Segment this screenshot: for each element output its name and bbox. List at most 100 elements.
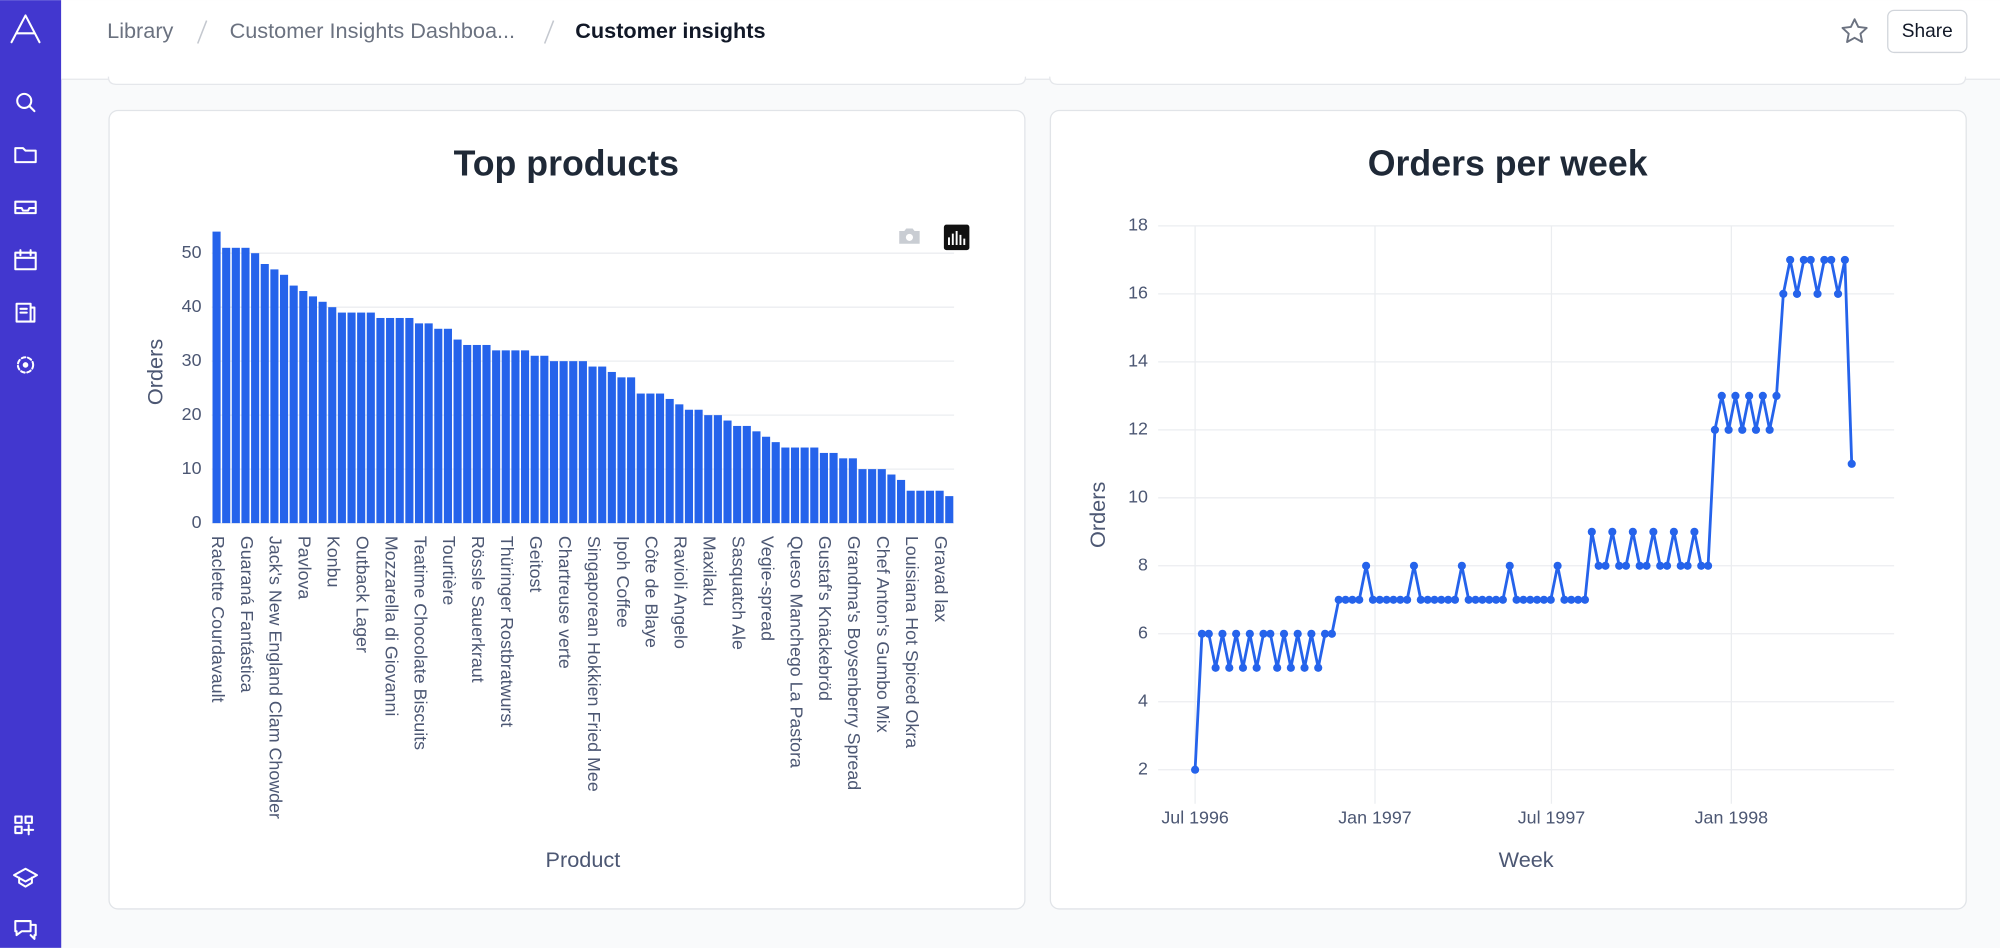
bar bbox=[376, 317, 385, 524]
bar bbox=[858, 469, 867, 524]
logo[interactable] bbox=[10, 14, 41, 44]
bar bbox=[588, 366, 597, 524]
y-tick-label: 4 bbox=[1138, 690, 1148, 710]
data-point bbox=[1820, 255, 1829, 264]
data-point bbox=[1533, 595, 1542, 604]
bar bbox=[819, 452, 828, 524]
data-point bbox=[1786, 255, 1795, 264]
bar bbox=[530, 355, 539, 524]
docs-icon[interactable] bbox=[15, 302, 36, 323]
bar bbox=[308, 296, 318, 524]
apps-icon[interactable] bbox=[14, 815, 35, 836]
bar bbox=[347, 312, 356, 524]
x-tick-label: Raclette Courdavault bbox=[208, 536, 228, 703]
bar bbox=[299, 290, 308, 524]
x-tick-label: Geitost bbox=[526, 536, 546, 593]
sidebar bbox=[0, 0, 62, 948]
chat-icon[interactable] bbox=[14, 920, 37, 940]
data-point bbox=[1225, 663, 1234, 672]
bar bbox=[868, 469, 877, 524]
y-tick-label: 10 bbox=[1128, 487, 1148, 507]
settings-icon[interactable] bbox=[16, 356, 35, 374]
data-point bbox=[1731, 391, 1740, 400]
bar bbox=[916, 490, 925, 524]
plot-logo-bars bbox=[948, 231, 966, 246]
data-point bbox=[1286, 663, 1295, 672]
data-point bbox=[1724, 425, 1733, 434]
bar bbox=[434, 328, 443, 524]
x-tick-label: Ravioli Angelo bbox=[671, 536, 691, 649]
x-tick-label: Konbu bbox=[324, 536, 344, 588]
y-tick-label: 2 bbox=[1138, 758, 1148, 778]
share-button[interactable] bbox=[1887, 9, 1968, 54]
data-point bbox=[1416, 595, 1425, 604]
bar bbox=[222, 247, 231, 524]
data-point bbox=[1758, 391, 1767, 400]
data-point bbox=[1375, 595, 1384, 604]
data-point bbox=[1491, 595, 1501, 604]
data-point bbox=[1765, 425, 1774, 434]
favorite-button[interactable] bbox=[1841, 18, 1868, 43]
data-point bbox=[1341, 595, 1350, 604]
data-point bbox=[1307, 629, 1316, 638]
bar bbox=[810, 447, 819, 524]
data-point bbox=[1690, 527, 1699, 536]
bar bbox=[453, 339, 462, 524]
bar bbox=[251, 253, 260, 524]
data-point bbox=[1218, 629, 1227, 638]
bar bbox=[713, 415, 722, 524]
data-point bbox=[1697, 561, 1706, 570]
bar bbox=[762, 436, 771, 524]
data-point bbox=[1505, 561, 1514, 570]
bar bbox=[848, 458, 857, 524]
bar bbox=[424, 323, 433, 524]
data-point bbox=[1827, 255, 1836, 264]
x-tick-label: Grandma's Boysenberry Spread bbox=[844, 536, 864, 790]
x-axis-label: Product bbox=[546, 847, 621, 872]
data-point bbox=[1512, 595, 1521, 604]
calendar-icon[interactable] bbox=[14, 249, 37, 271]
breadcrumb[interactable]: Library bbox=[107, 18, 173, 43]
data-point bbox=[1498, 595, 1507, 604]
bar bbox=[733, 425, 742, 524]
bar bbox=[318, 301, 327, 524]
y-tick-label: 6 bbox=[1138, 622, 1148, 642]
data-point bbox=[1792, 289, 1802, 298]
data-point bbox=[1539, 595, 1549, 604]
data-point bbox=[1389, 595, 1398, 604]
folder-icon[interactable] bbox=[14, 147, 37, 164]
bar bbox=[521, 350, 530, 524]
bar bbox=[800, 447, 809, 524]
data-point bbox=[1840, 255, 1849, 264]
learn-icon[interactable] bbox=[13, 867, 39, 888]
data-point bbox=[1656, 561, 1665, 570]
data-point bbox=[1259, 629, 1268, 638]
bar bbox=[925, 490, 935, 524]
breadcrumb[interactable]: Customer Insights Dashboa... bbox=[230, 18, 515, 43]
bar bbox=[578, 361, 587, 524]
bar bbox=[607, 371, 616, 524]
data-point bbox=[1464, 595, 1473, 604]
data-point bbox=[1553, 561, 1562, 570]
data-point bbox=[1444, 595, 1453, 604]
bar bbox=[540, 355, 549, 524]
bar bbox=[279, 274, 289, 524]
bar bbox=[636, 393, 645, 524]
data-point bbox=[1751, 425, 1761, 434]
search-icon[interactable] bbox=[16, 92, 36, 113]
x-tick-label: Gustaf's Knäckebröd bbox=[815, 536, 835, 701]
bar bbox=[386, 317, 395, 524]
share-button-label[interactable]: Share bbox=[1902, 21, 1953, 42]
data-point bbox=[1662, 561, 1672, 570]
bar bbox=[781, 447, 790, 524]
bar bbox=[366, 312, 375, 524]
x-tick-label: Singaporean Hokkien Fried Mee bbox=[584, 536, 604, 792]
data-point bbox=[1300, 663, 1309, 672]
inbox-icon[interactable] bbox=[14, 200, 37, 215]
y-tick-label: 16 bbox=[1128, 283, 1148, 303]
bar bbox=[694, 409, 703, 524]
bar bbox=[877, 469, 886, 524]
data-point bbox=[1635, 561, 1644, 570]
data-point bbox=[1628, 527, 1637, 536]
data-point bbox=[1232, 629, 1241, 638]
